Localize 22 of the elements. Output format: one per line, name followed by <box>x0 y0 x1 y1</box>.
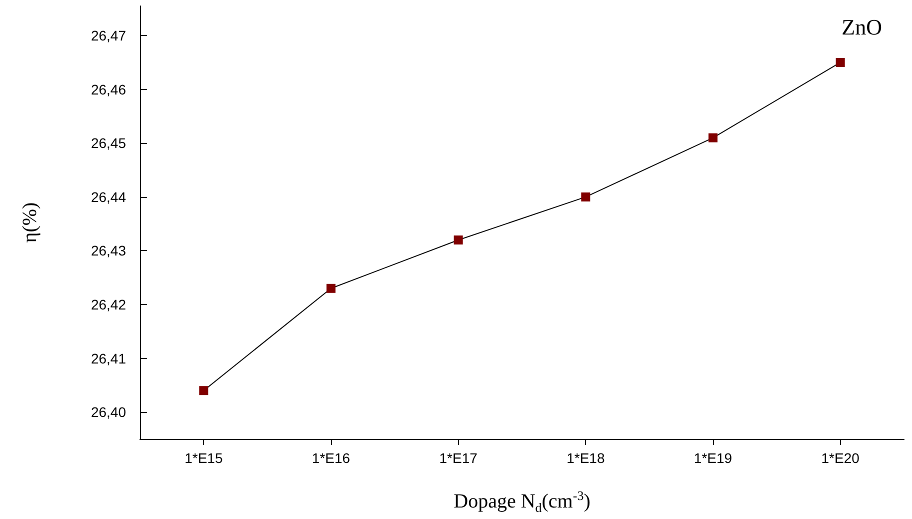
x-tick-label: 1*E16 <box>312 450 350 466</box>
annotation: ZnO <box>842 14 882 40</box>
x-tick-label: 1*E20 <box>821 450 860 466</box>
point <box>836 58 845 67</box>
x-tick-label: 1*E15 <box>184 450 223 466</box>
x-tick-label: 1*E18 <box>566 450 605 466</box>
point <box>708 133 718 142</box>
y-tick-label: 26,42 <box>90 296 126 313</box>
y-tick-label: 26,46 <box>90 81 126 98</box>
point <box>581 192 590 202</box>
point <box>454 235 463 244</box>
y-tick-label: 26,43 <box>90 242 126 259</box>
x-tick-label: 1*E19 <box>694 450 732 466</box>
x-tick-label: 1*E17 <box>439 450 478 466</box>
y-tick-label: 26,44 <box>90 188 126 205</box>
y-tick-label: 26,40 <box>90 404 126 420</box>
y-tick-label: 26,47 <box>90 28 126 44</box>
point <box>199 386 208 396</box>
y-tick-label: 26,45 <box>90 135 126 152</box>
y-axis-title: η(%) <box>19 202 41 243</box>
y-tick-label: 26,41 <box>90 350 126 366</box>
point <box>326 284 336 293</box>
